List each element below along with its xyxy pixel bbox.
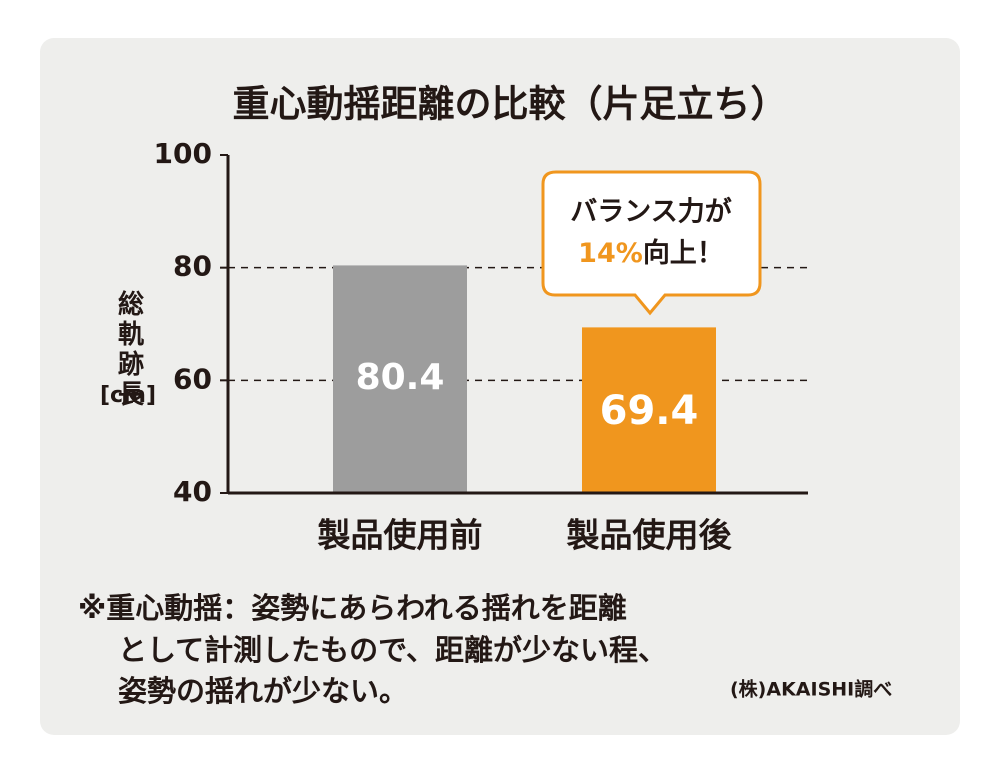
- callout-text: 14%向上！: [578, 237, 724, 269]
- footnote: ※重心動揺：姿勢にあらわれる揺れを距離: [78, 591, 627, 625]
- y-axis-unit: [cm]: [100, 383, 156, 408]
- data-label: 69.4: [600, 388, 699, 434]
- callout-box: [541, 170, 762, 316]
- footnote: として計測したもので、距離が少ない程、: [118, 633, 667, 667]
- callout-highlight: 14%: [578, 238, 643, 269]
- x-tick-label: 製品使用後: [567, 516, 733, 555]
- callout: バランス力が 14%向上！: [541, 170, 762, 316]
- callout-text: バランス力が: [570, 196, 731, 228]
- chart-title: 重心動揺距離の比較（片足立ち）: [233, 83, 788, 126]
- x-tick-label: 製品使用前: [318, 516, 483, 555]
- credit: (株)AKAISHI調べ: [730, 678, 892, 701]
- data-label: 80.4: [356, 357, 445, 398]
- y-tick-label: 40: [173, 475, 212, 508]
- y-tick-label: 60: [173, 362, 212, 395]
- footnote: 姿勢の揺れが少ない。: [118, 674, 408, 708]
- y-axis-label: 総軌跡長: [114, 289, 144, 410]
- bar: [582, 327, 716, 493]
- bar: [333, 265, 467, 493]
- y-tick-label: 100: [154, 137, 212, 170]
- callout-text: 向上！: [643, 237, 724, 269]
- y-tick-label: 80: [173, 250, 212, 283]
